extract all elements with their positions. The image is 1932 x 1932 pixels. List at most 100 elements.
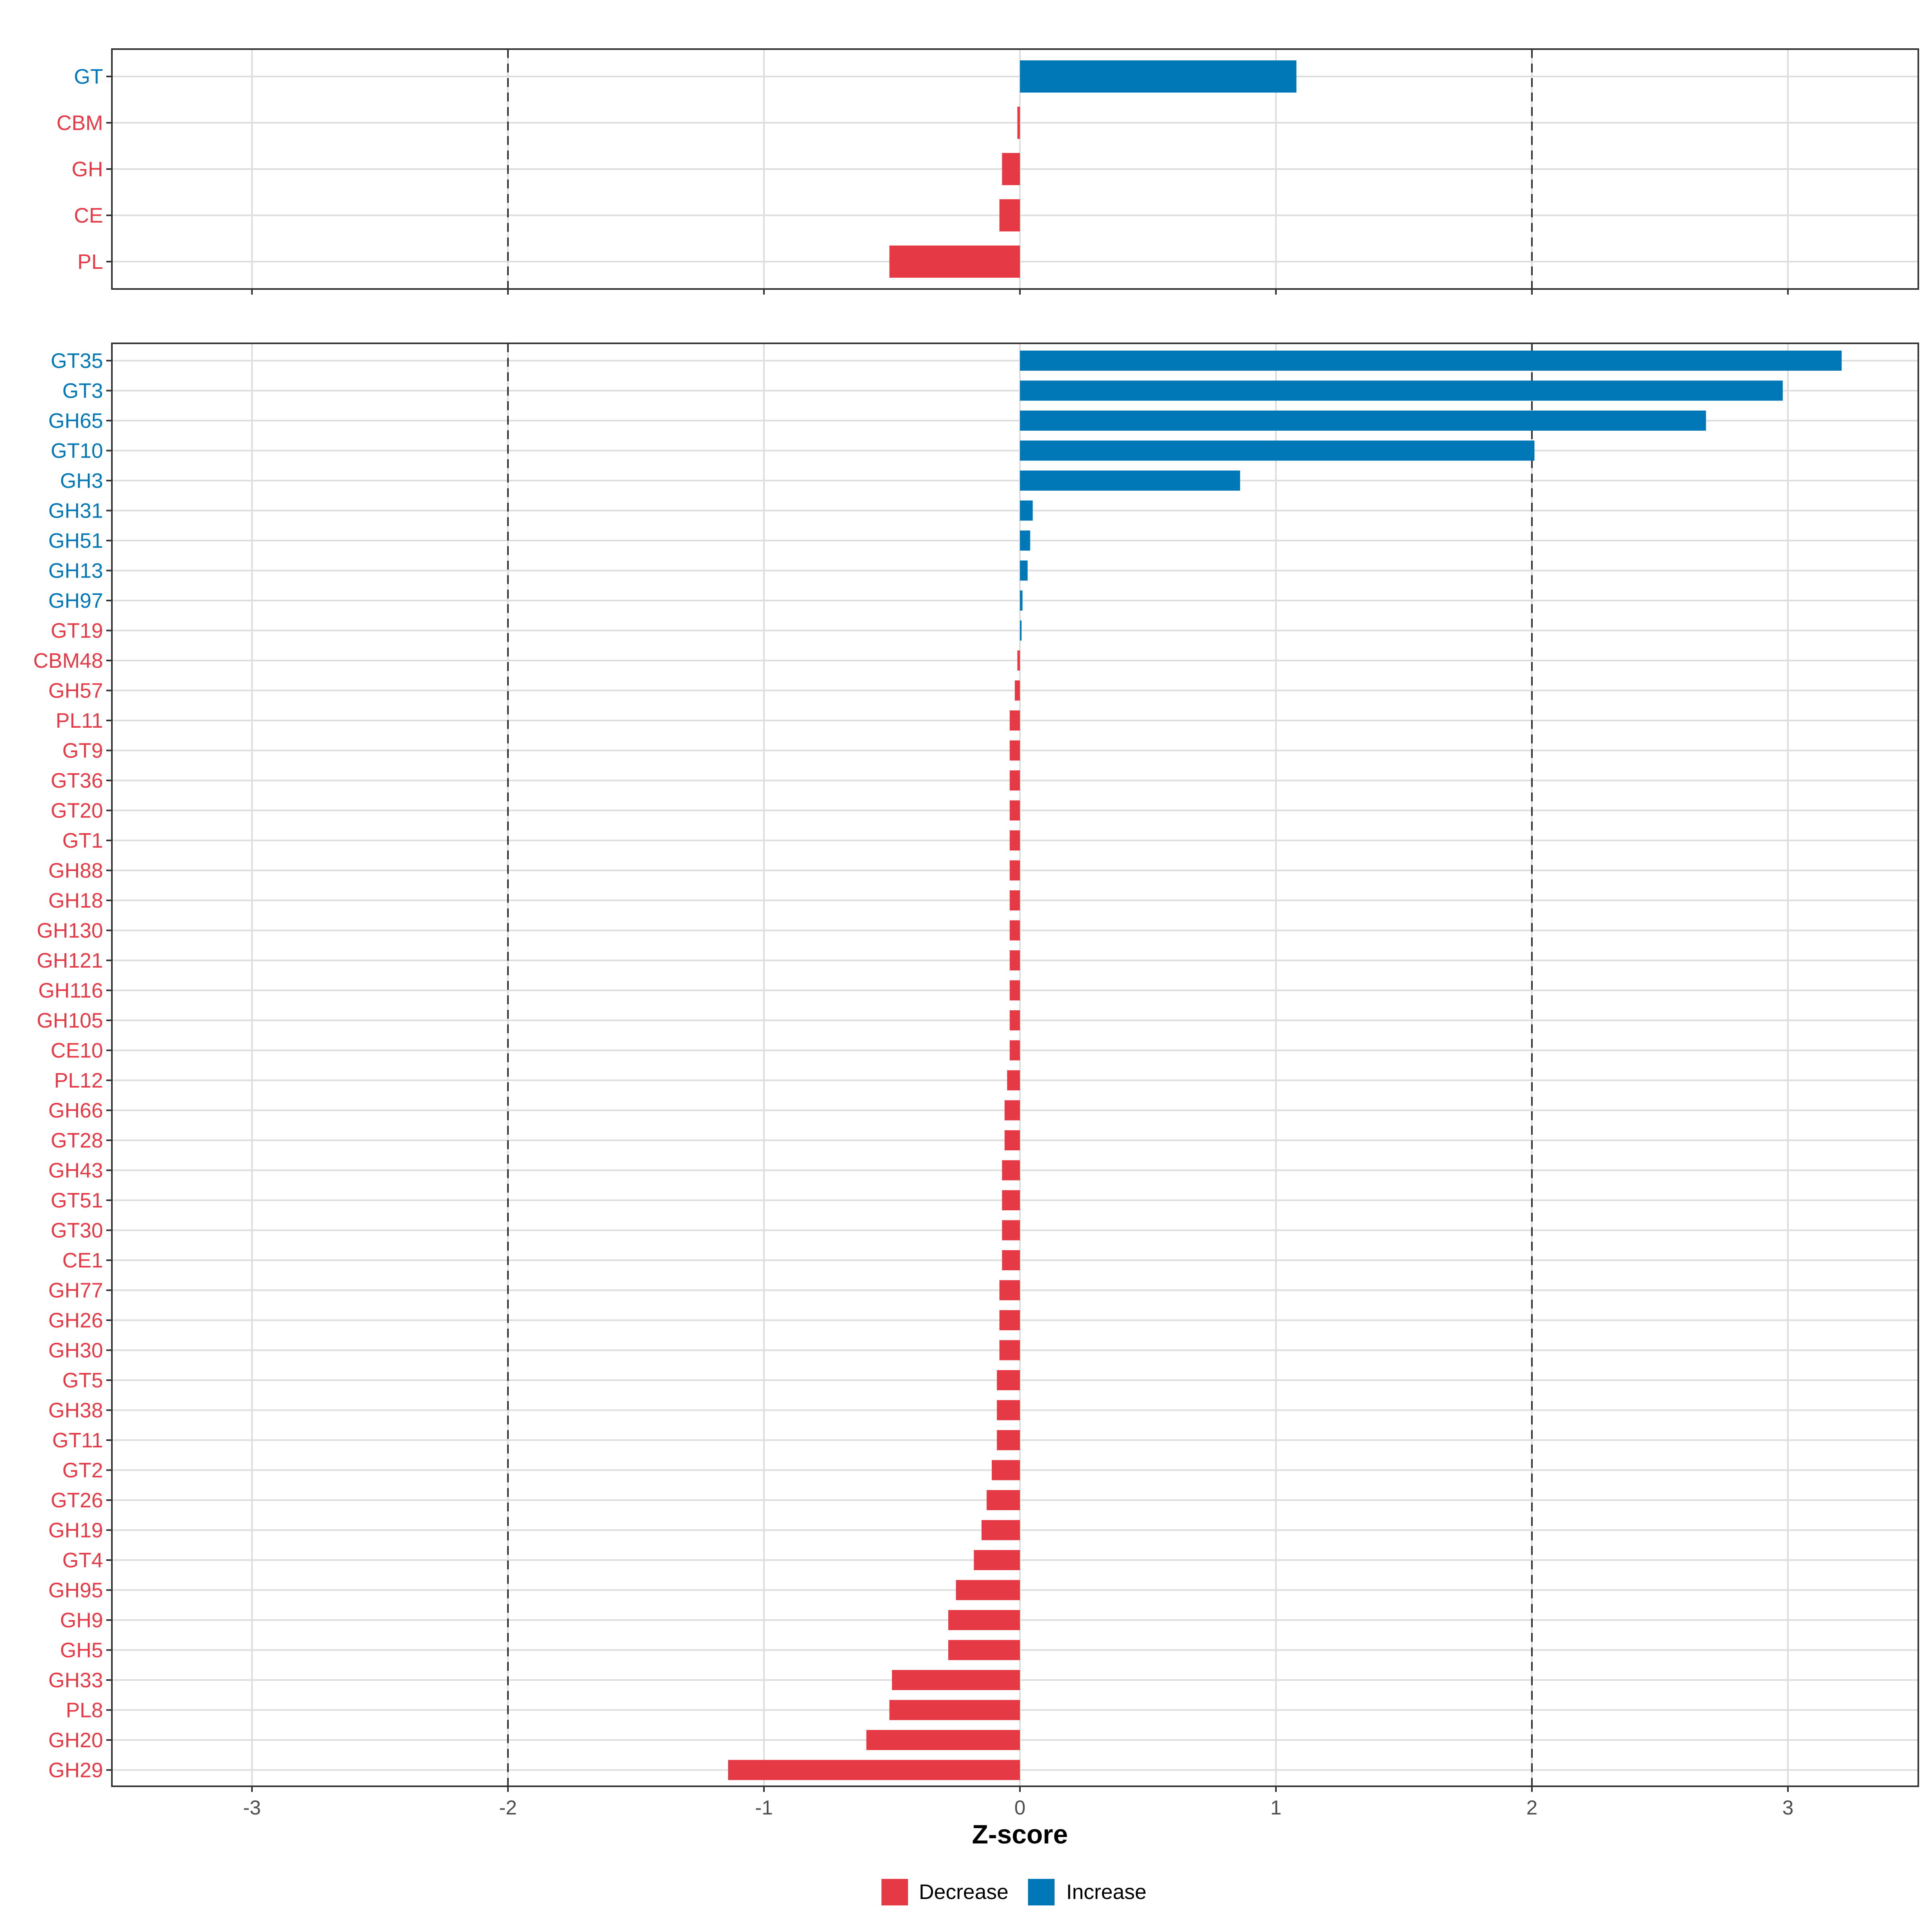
bar xyxy=(1009,830,1020,850)
x-axis: -3 -2 -1 0 1 2 3 xyxy=(243,1786,1794,1819)
category-label: GH57 xyxy=(48,679,103,703)
bar xyxy=(1007,1070,1020,1090)
bar xyxy=(1002,153,1020,185)
x-tick-label: -2 xyxy=(499,1796,517,1819)
category-label: GH20 xyxy=(48,1729,103,1752)
category-label: GT4 xyxy=(62,1549,103,1572)
category-label: GT51 xyxy=(51,1189,103,1212)
legend-label-decrease: Decrease xyxy=(919,1880,1009,1904)
bar xyxy=(1009,770,1020,791)
category-label: GT9 xyxy=(62,739,103,763)
bar xyxy=(1009,800,1020,821)
category-label: GH26 xyxy=(48,1309,103,1332)
category-label: GT36 xyxy=(51,769,103,793)
bar xyxy=(1009,740,1020,761)
x-tick-label: 2 xyxy=(1526,1796,1538,1819)
category-label: GH33 xyxy=(48,1669,103,1692)
bar xyxy=(1020,471,1240,491)
bar xyxy=(1020,590,1023,611)
bar xyxy=(1009,890,1020,910)
bar xyxy=(999,199,1020,231)
category-label: CE10 xyxy=(51,1039,103,1063)
bar xyxy=(892,1670,1020,1690)
category-label: GH xyxy=(72,158,103,181)
panel-border xyxy=(111,48,1919,290)
category-label: GH38 xyxy=(48,1399,103,1422)
category-label: PL8 xyxy=(66,1699,103,1722)
x-tick-label: -1 xyxy=(755,1796,773,1819)
bar xyxy=(889,246,1020,278)
category-label: GH13 xyxy=(48,559,103,583)
category-label: GH130 xyxy=(37,919,103,943)
category-label: GT xyxy=(74,65,103,89)
category-label: GH43 xyxy=(48,1159,103,1183)
bar xyxy=(948,1640,1020,1660)
category-label: GT19 xyxy=(51,619,103,643)
category-label: GH116 xyxy=(38,979,103,1003)
bar xyxy=(889,1700,1020,1720)
category-label: GH18 xyxy=(48,889,103,912)
bar xyxy=(1002,1160,1020,1181)
bar xyxy=(992,1460,1020,1480)
category-label: GT28 xyxy=(51,1129,103,1152)
bar xyxy=(987,1490,1020,1510)
category-label: PL12 xyxy=(54,1069,103,1092)
category-label: GT2 xyxy=(62,1459,103,1482)
bar xyxy=(1009,980,1020,1001)
x-tick-label: 1 xyxy=(1270,1796,1282,1819)
category-label: GH66 xyxy=(48,1099,103,1123)
bar xyxy=(1004,1100,1020,1121)
category-label: GH77 xyxy=(48,1279,103,1302)
x-tick-label: 3 xyxy=(1782,1796,1794,1819)
bar xyxy=(1002,1250,1020,1270)
category-label: GH9 xyxy=(60,1609,103,1632)
legend-key-decrease xyxy=(881,1879,908,1905)
category-label: GH105 xyxy=(37,1009,103,1032)
category-label: CE xyxy=(74,204,103,227)
category-label: GT10 xyxy=(51,440,103,463)
bar xyxy=(997,1370,1020,1390)
category-label: GT30 xyxy=(51,1219,103,1243)
legend-key-increase xyxy=(1028,1879,1055,1905)
category-label: GH97 xyxy=(48,589,103,613)
bar xyxy=(1002,1220,1020,1241)
category-label: GH29 xyxy=(48,1759,103,1782)
bar xyxy=(974,1550,1020,1570)
bar xyxy=(997,1400,1020,1420)
category-label: GT5 xyxy=(62,1369,103,1392)
bar xyxy=(728,1760,1020,1780)
bar xyxy=(1009,1010,1020,1030)
bar xyxy=(981,1520,1020,1540)
category-label: GH3 xyxy=(60,469,103,493)
category-label: CBM xyxy=(56,111,103,135)
bottom-panel: GT35 GT3 GH65 GT10 GH3 GH31 GH51 GH13 GH97 GT19 CB… xyxy=(33,343,1919,1787)
category-label: GH19 xyxy=(48,1519,103,1542)
bar xyxy=(1020,411,1706,431)
bar xyxy=(956,1580,1020,1600)
bar xyxy=(1009,950,1020,970)
panel-background xyxy=(112,343,1918,1786)
category-label: CE1 xyxy=(62,1249,103,1272)
bar xyxy=(1009,860,1020,881)
bar xyxy=(1020,500,1033,521)
category-label: GH5 xyxy=(60,1639,103,1662)
x-tick-label: -3 xyxy=(243,1796,261,1819)
bar xyxy=(1004,1130,1020,1150)
bar xyxy=(1020,351,1842,371)
category-label: GH31 xyxy=(48,500,103,523)
bar xyxy=(999,1340,1020,1360)
bar xyxy=(948,1610,1020,1630)
bar xyxy=(1009,1040,1020,1061)
bar xyxy=(999,1310,1020,1330)
category-label: GT20 xyxy=(51,799,103,823)
category-label: GT35 xyxy=(51,349,103,373)
category-label: GH30 xyxy=(48,1339,103,1362)
category-label: GT1 xyxy=(62,829,103,852)
category-label: GT11 xyxy=(52,1429,103,1452)
x-axis-title: Z-score xyxy=(972,1819,1068,1849)
top-panel: GT CBM GH CE PL xyxy=(56,48,1919,295)
category-label: PL11 xyxy=(56,709,103,733)
x-tick-label: 0 xyxy=(1014,1796,1026,1819)
bar xyxy=(1020,560,1028,581)
category-label: CBM48 xyxy=(33,649,103,673)
